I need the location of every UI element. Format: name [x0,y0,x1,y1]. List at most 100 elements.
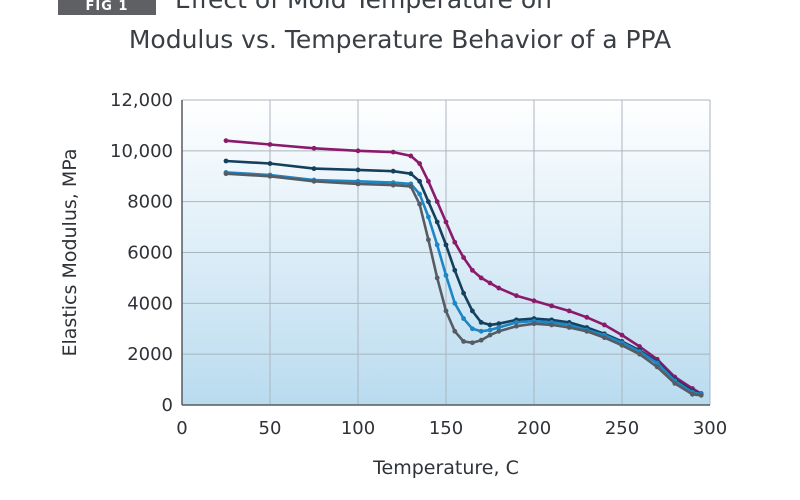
axes [181,100,710,406]
data-point [408,171,414,177]
data-point [531,298,537,304]
data-point [417,201,422,207]
data-point [408,153,414,159]
data-point [426,237,431,243]
data-point [452,328,458,334]
data-point [487,327,493,333]
x-axis-title: Temperature, C [372,457,519,479]
data-point [584,314,590,320]
data-point [514,319,519,325]
data-point [223,158,229,164]
tick-labels: 0 50 100 150 200 250 300 0 2000 4000 6000 8000 10,00… [110,90,727,439]
data-point [452,239,458,245]
data-point [478,337,484,343]
data-point [549,303,554,309]
data-point [602,335,607,341]
data-point [223,138,229,144]
data-point [408,184,414,189]
x-tick-label: 50 [259,418,282,439]
data-point [443,272,449,278]
data-point [654,360,660,366]
data-point [417,178,422,184]
data-point [355,148,361,154]
data-point [267,173,273,179]
data-point [487,332,493,338]
data-point [654,364,660,370]
data-point [461,255,466,260]
data-point [698,392,704,398]
figure-badge: FIG 1 [58,0,156,15]
data-point [311,145,317,151]
series-layer [223,138,704,398]
data-point [619,342,625,348]
chart-title-line-1: Effect of Mold Temperature on [175,0,552,14]
y-tick-label: 4000 [127,293,173,314]
data-point [452,267,458,273]
data-point [443,219,449,225]
gridlines [182,99,711,405]
data-point [443,308,449,314]
data-point [602,322,607,328]
data-point [496,321,502,327]
data-point [461,316,466,321]
data-point [496,328,502,334]
series-line [225,139,702,395]
data-point [355,167,361,173]
data-point [390,168,396,174]
y-tick-label: 0 [162,395,173,416]
data-point [434,275,440,281]
y-tick-label: 2000 [127,344,173,365]
data-point [426,178,431,184]
data-point [470,340,475,346]
data-point [531,321,537,327]
data-point [434,242,440,248]
data-point [566,325,572,330]
y-tick-label: 8000 [127,192,173,213]
data-point [461,290,466,296]
series-4 [223,171,704,398]
data-point [496,325,502,330]
data-point [496,285,502,291]
data-point [470,326,475,332]
series-1 [223,138,704,396]
data-point [470,308,475,314]
data-point [584,328,590,334]
x-tick-label: 250 [605,418,639,439]
data-point [672,380,678,386]
x-tick-label: 150 [429,418,463,439]
data-point [311,178,317,184]
data-point [549,322,554,328]
data-point [637,351,642,357]
data-point [390,149,396,155]
y-tick-label: 6000 [127,243,173,264]
data-point [487,280,493,286]
chart-title-line-2: Modulus vs. Temperature Behavior of a PP… [128,25,672,54]
data-point [267,142,273,147]
data-point [514,323,519,329]
data-point [390,182,396,188]
y-axis-title: Elastics Modulus, MPa [59,149,81,357]
series-line [225,172,702,397]
data-point [355,181,361,187]
y-tick-label: 10,000 [110,141,173,162]
y-tick-label: 12,000 [110,90,173,111]
data-point [487,322,493,328]
data-point [478,319,484,325]
data-point [461,339,466,344]
data-point [417,161,422,166]
data-point [514,293,519,299]
series-line [225,171,702,396]
x-tick-label: 100 [341,418,375,439]
data-point [470,267,475,273]
data-point [434,199,440,205]
data-point [566,308,572,314]
data-point [417,191,422,197]
x-tick-label: 200 [517,418,551,439]
data-point [267,161,273,166]
data-point [426,214,431,220]
data-point [311,166,317,172]
data-point [452,300,458,306]
data-point [690,391,695,397]
data-point [443,242,449,248]
